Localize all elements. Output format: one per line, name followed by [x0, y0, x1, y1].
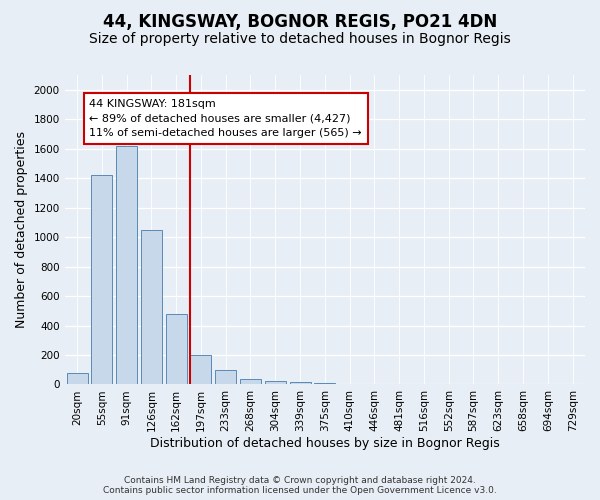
X-axis label: Distribution of detached houses by size in Bognor Regis: Distribution of detached houses by size … [150, 437, 500, 450]
Bar [240, 380, 261, 384]
Bar [290, 382, 311, 384]
Bar [314, 383, 335, 384]
Text: 44 KINGSWAY: 181sqm
← 89% of detached houses are smaller (4,427)
11% of semi-det: 44 KINGSWAY: 181sqm ← 89% of detached ho… [89, 98, 362, 138]
Bar [67, 374, 88, 384]
Bar [166, 314, 187, 384]
Bar [190, 355, 211, 384]
Bar [215, 370, 236, 384]
Text: 44, KINGSWAY, BOGNOR REGIS, PO21 4DN: 44, KINGSWAY, BOGNOR REGIS, PO21 4DN [103, 12, 497, 30]
Text: Size of property relative to detached houses in Bognor Regis: Size of property relative to detached ho… [89, 32, 511, 46]
Bar [141, 230, 162, 384]
Y-axis label: Number of detached properties: Number of detached properties [15, 131, 28, 328]
Bar [116, 146, 137, 384]
Text: Contains HM Land Registry data © Crown copyright and database right 2024.
Contai: Contains HM Land Registry data © Crown c… [103, 476, 497, 495]
Bar [265, 381, 286, 384]
Bar [91, 175, 112, 384]
